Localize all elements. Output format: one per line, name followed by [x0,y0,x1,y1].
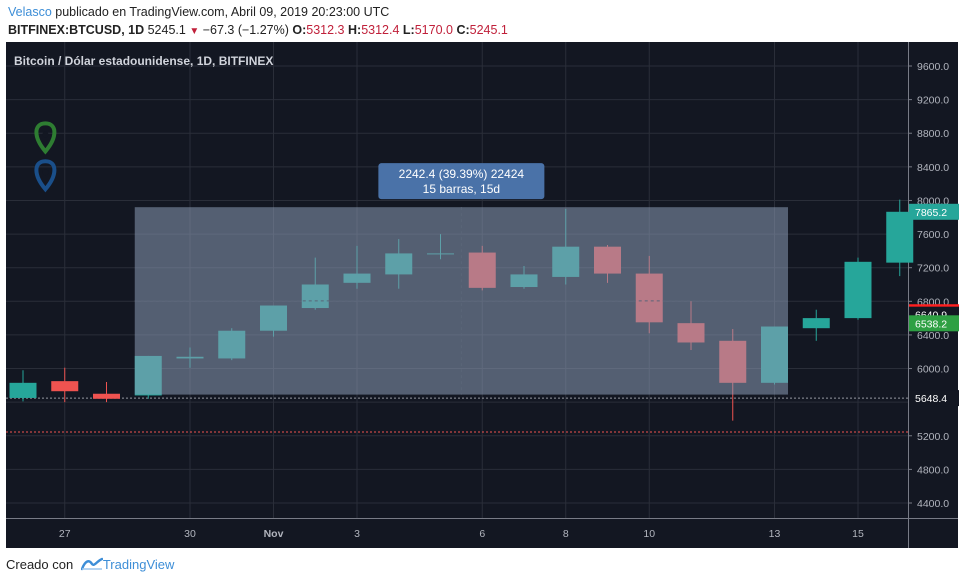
price-label: 7865.2 [915,207,947,219]
chart-header: Velasco publicado en TradingView.com, Ab… [0,0,966,42]
close-label: C: [456,23,470,37]
price-label-box [909,203,959,220]
down-arrow-icon: ▼ [189,26,200,37]
x-tick-label: Nov [264,528,284,540]
candle-body[interactable] [93,393,120,399]
y-tick-label: 5200.0 [917,431,949,443]
x-tick-label: 30 [184,528,196,540]
y-tick-label: 4800.0 [917,464,949,476]
candle-body[interactable] [844,261,872,319]
created-with-text: Creado con [6,557,74,572]
measure-label-box [378,163,545,200]
time-axis[interactable] [6,518,958,548]
map-pin-icon [34,121,57,155]
x-tick-label: 10 [643,528,655,540]
publish-line: Velasco publicado en TradingView.com, Ab… [8,5,389,19]
y-tick-label: 7600.0 [917,229,949,241]
measure-label-line2: 15 barras, 15d [423,182,500,196]
y-tick-label: 8400.0 [917,162,949,174]
low-label: L: [402,23,415,37]
y-tick-label: 6400.0 [917,330,949,342]
x-tick-label: 3 [354,528,360,540]
x-tick-label: 13 [769,528,781,540]
high-label: H: [347,23,362,37]
x-tick-label: 27 [59,528,71,540]
price-label-box [909,390,959,407]
candle-body[interactable] [9,382,37,398]
low-value: 5170.0 [414,23,453,37]
candle-body[interactable] [802,318,830,329]
map-pin-hole [42,131,49,138]
published-text: publicado en TradingView.com, Abril 09, … [55,5,390,19]
tradingview-brand[interactable]: TradingView [102,557,175,572]
y-tick-label: 8800.0 [917,128,949,140]
last-price: 5245.1 [147,23,186,37]
open-label: O: [292,23,307,37]
price-axis[interactable] [908,42,958,518]
chart-title: Bitcoin / Dólar estadounidense, 1D, BITF… [14,54,273,68]
candlestick-chart[interactable]: 9600.09200.08800.08400.08000.07600.07200… [0,42,966,550]
price-label: 5648.4 [915,393,947,405]
price-label-box [909,315,959,332]
high-value: 5312.4 [361,23,400,37]
open-value: 5312.3 [306,23,345,37]
measure-label-line1: 2242.4 (39.39%) 22424 [399,167,525,181]
author-name[interactable]: Velasco [8,5,52,19]
x-tick-label: 8 [563,528,569,540]
change-text: −67.3 (−1.27%) [202,23,289,37]
tradingview-logo-icon [80,557,104,574]
close-value: 5245.1 [469,23,508,37]
symbol-interval: BITFINEX:BTCUSD, 1D [8,23,145,37]
map-pin-icon [34,159,57,193]
y-tick-label: 9600.0 [917,61,949,73]
x-tick-label: 6 [479,528,485,540]
symbol-line: BITFINEX:BTCUSD, 1D 5245.1 ▼ −67.3 (−1.2… [8,23,508,37]
candle-body[interactable] [886,211,914,263]
footer: Creado con TradingView [6,557,174,574]
price-label: 6538.2 [915,318,947,330]
y-tick-label: 9200.0 [917,95,949,107]
x-tick-label: 15 [852,528,864,540]
map-pin-hole [42,169,49,176]
candle-body[interactable] [51,381,79,392]
y-tick-label: 4400.0 [917,498,949,510]
y-tick-label: 6000.0 [917,364,949,376]
y-tick-label: 7200.0 [917,263,949,275]
